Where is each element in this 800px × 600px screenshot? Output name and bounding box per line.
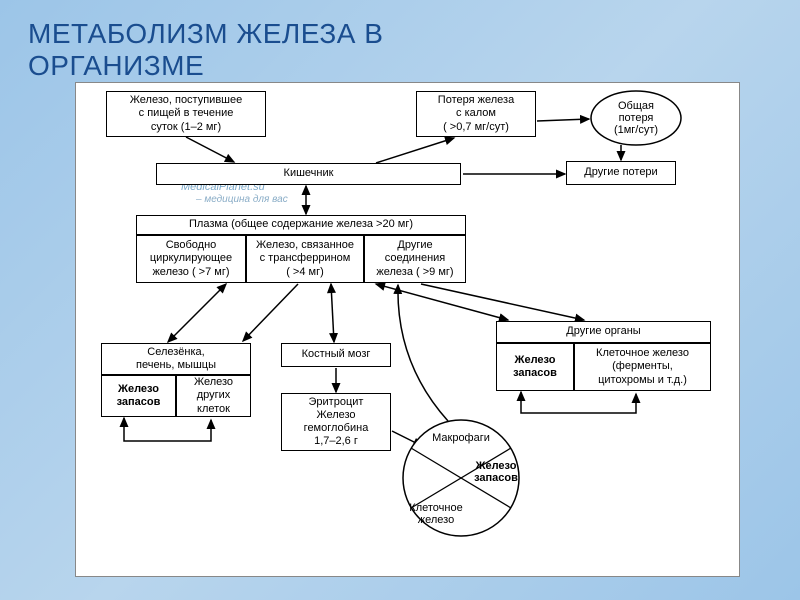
box-plasma: Плазма (общее содержание железа >20 мг) (136, 215, 466, 235)
macro-label: Макрофаги (432, 432, 490, 444)
box-intake: Железо, поступившеес пищей в течениесуто… (106, 91, 266, 137)
box-loss_feces: Потеря железас калом( >0,7 мг/сут) (416, 91, 536, 137)
circle-loss-l3: (1мг/сут) (614, 124, 658, 136)
watermark-2: – медицина для вас (196, 194, 288, 205)
box-fe_transf: Железо, связанноес трансферрином( >4 мг) (246, 235, 364, 283)
box-fe_free: Свободноциркулирующеежелезо ( >7 мг) (136, 235, 246, 283)
box-other_loss: Другие потери (566, 161, 676, 185)
box-eryth: ЭритроцитЖелезогемоглобина1,7–2,6 г (281, 393, 391, 451)
diagram-canvas: MedicalPlanet.su – медицина для вас Обща… (75, 82, 740, 577)
box-fe_store1: Железозапасов (101, 375, 176, 417)
box-fe_store2: Железозапасов (496, 343, 574, 391)
box-spleen: Селезёнка,печень, мышцы (101, 343, 251, 375)
page-title: МЕТАБОЛИЗМ ЖЕЛЕЗА В ОРГАНИЗМЕ (28, 18, 383, 82)
macro-store-2: запасов (474, 472, 518, 484)
macro-cell-1: Клеточное (409, 502, 462, 514)
box-organs: Другие органы (496, 321, 711, 343)
box-fe_cells: Железодругихклеток (176, 375, 251, 417)
box-intestine: Кишечник (156, 163, 461, 185)
box-fe_cell2: Клеточное железо(ферменты,цитохромы и т.… (574, 343, 711, 391)
circle-loss-l2: потеря (619, 112, 654, 124)
circle-loss-l1: Общая (618, 100, 654, 112)
macro-cell-2: железо (418, 514, 454, 526)
title-line1: МЕТАБОЛИЗМ ЖЕЛЕЗА В (28, 18, 383, 49)
title-line2: ОРГАНИЗМЕ (28, 50, 383, 82)
box-marrow: Костный мозг (281, 343, 391, 367)
box-fe_other: Другиесоединенияжелеза ( >9 мг) (364, 235, 466, 283)
macro-store-1: Железо (475, 460, 517, 472)
